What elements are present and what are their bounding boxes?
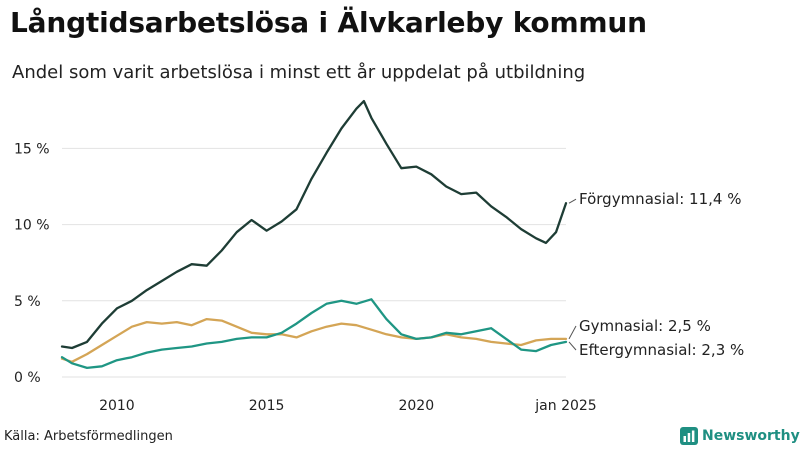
series-label-gymnasial: Gymnasial: 2,5 % [579, 317, 711, 335]
y-tick-label: 10 % [14, 218, 50, 234]
label-leader-line [568, 325, 577, 340]
label-leader-line [568, 341, 577, 351]
x-tick-label: jan 2025 [534, 398, 596, 414]
y-tick-label: 5 % [14, 294, 41, 310]
y-tick-label: 15 % [14, 141, 50, 157]
y-tick-label: 0 % [14, 370, 41, 386]
x-tick-label: 2010 [99, 398, 135, 414]
chart-title: Långtidsarbetslösa i Älvkarleby kommun [10, 6, 647, 39]
series-line-förgymnasial [60, 99, 568, 350]
series-label-eftergymnasial: Eftergymnasial: 2,3 % [579, 341, 744, 359]
series-line-gymnasial [60, 317, 568, 363]
series-line-eftergymnasial [60, 298, 568, 370]
x-tick-label: 2015 [249, 398, 285, 414]
series-label-förgymnasial: Förgymnasial: 11,4 % [579, 190, 741, 208]
source-note: Källa: Arbetsförmedlingen [4, 429, 173, 444]
brand-name: Newsworthy [702, 428, 800, 444]
chart-subtitle: Andel som varit arbetslösa i minst ett å… [12, 62, 586, 83]
bar-chart-icon [680, 427, 698, 445]
label-leader-line [568, 198, 577, 204]
x-tick-label: 2020 [398, 398, 434, 414]
newsworthy-logo: Newsworthy [680, 427, 800, 445]
